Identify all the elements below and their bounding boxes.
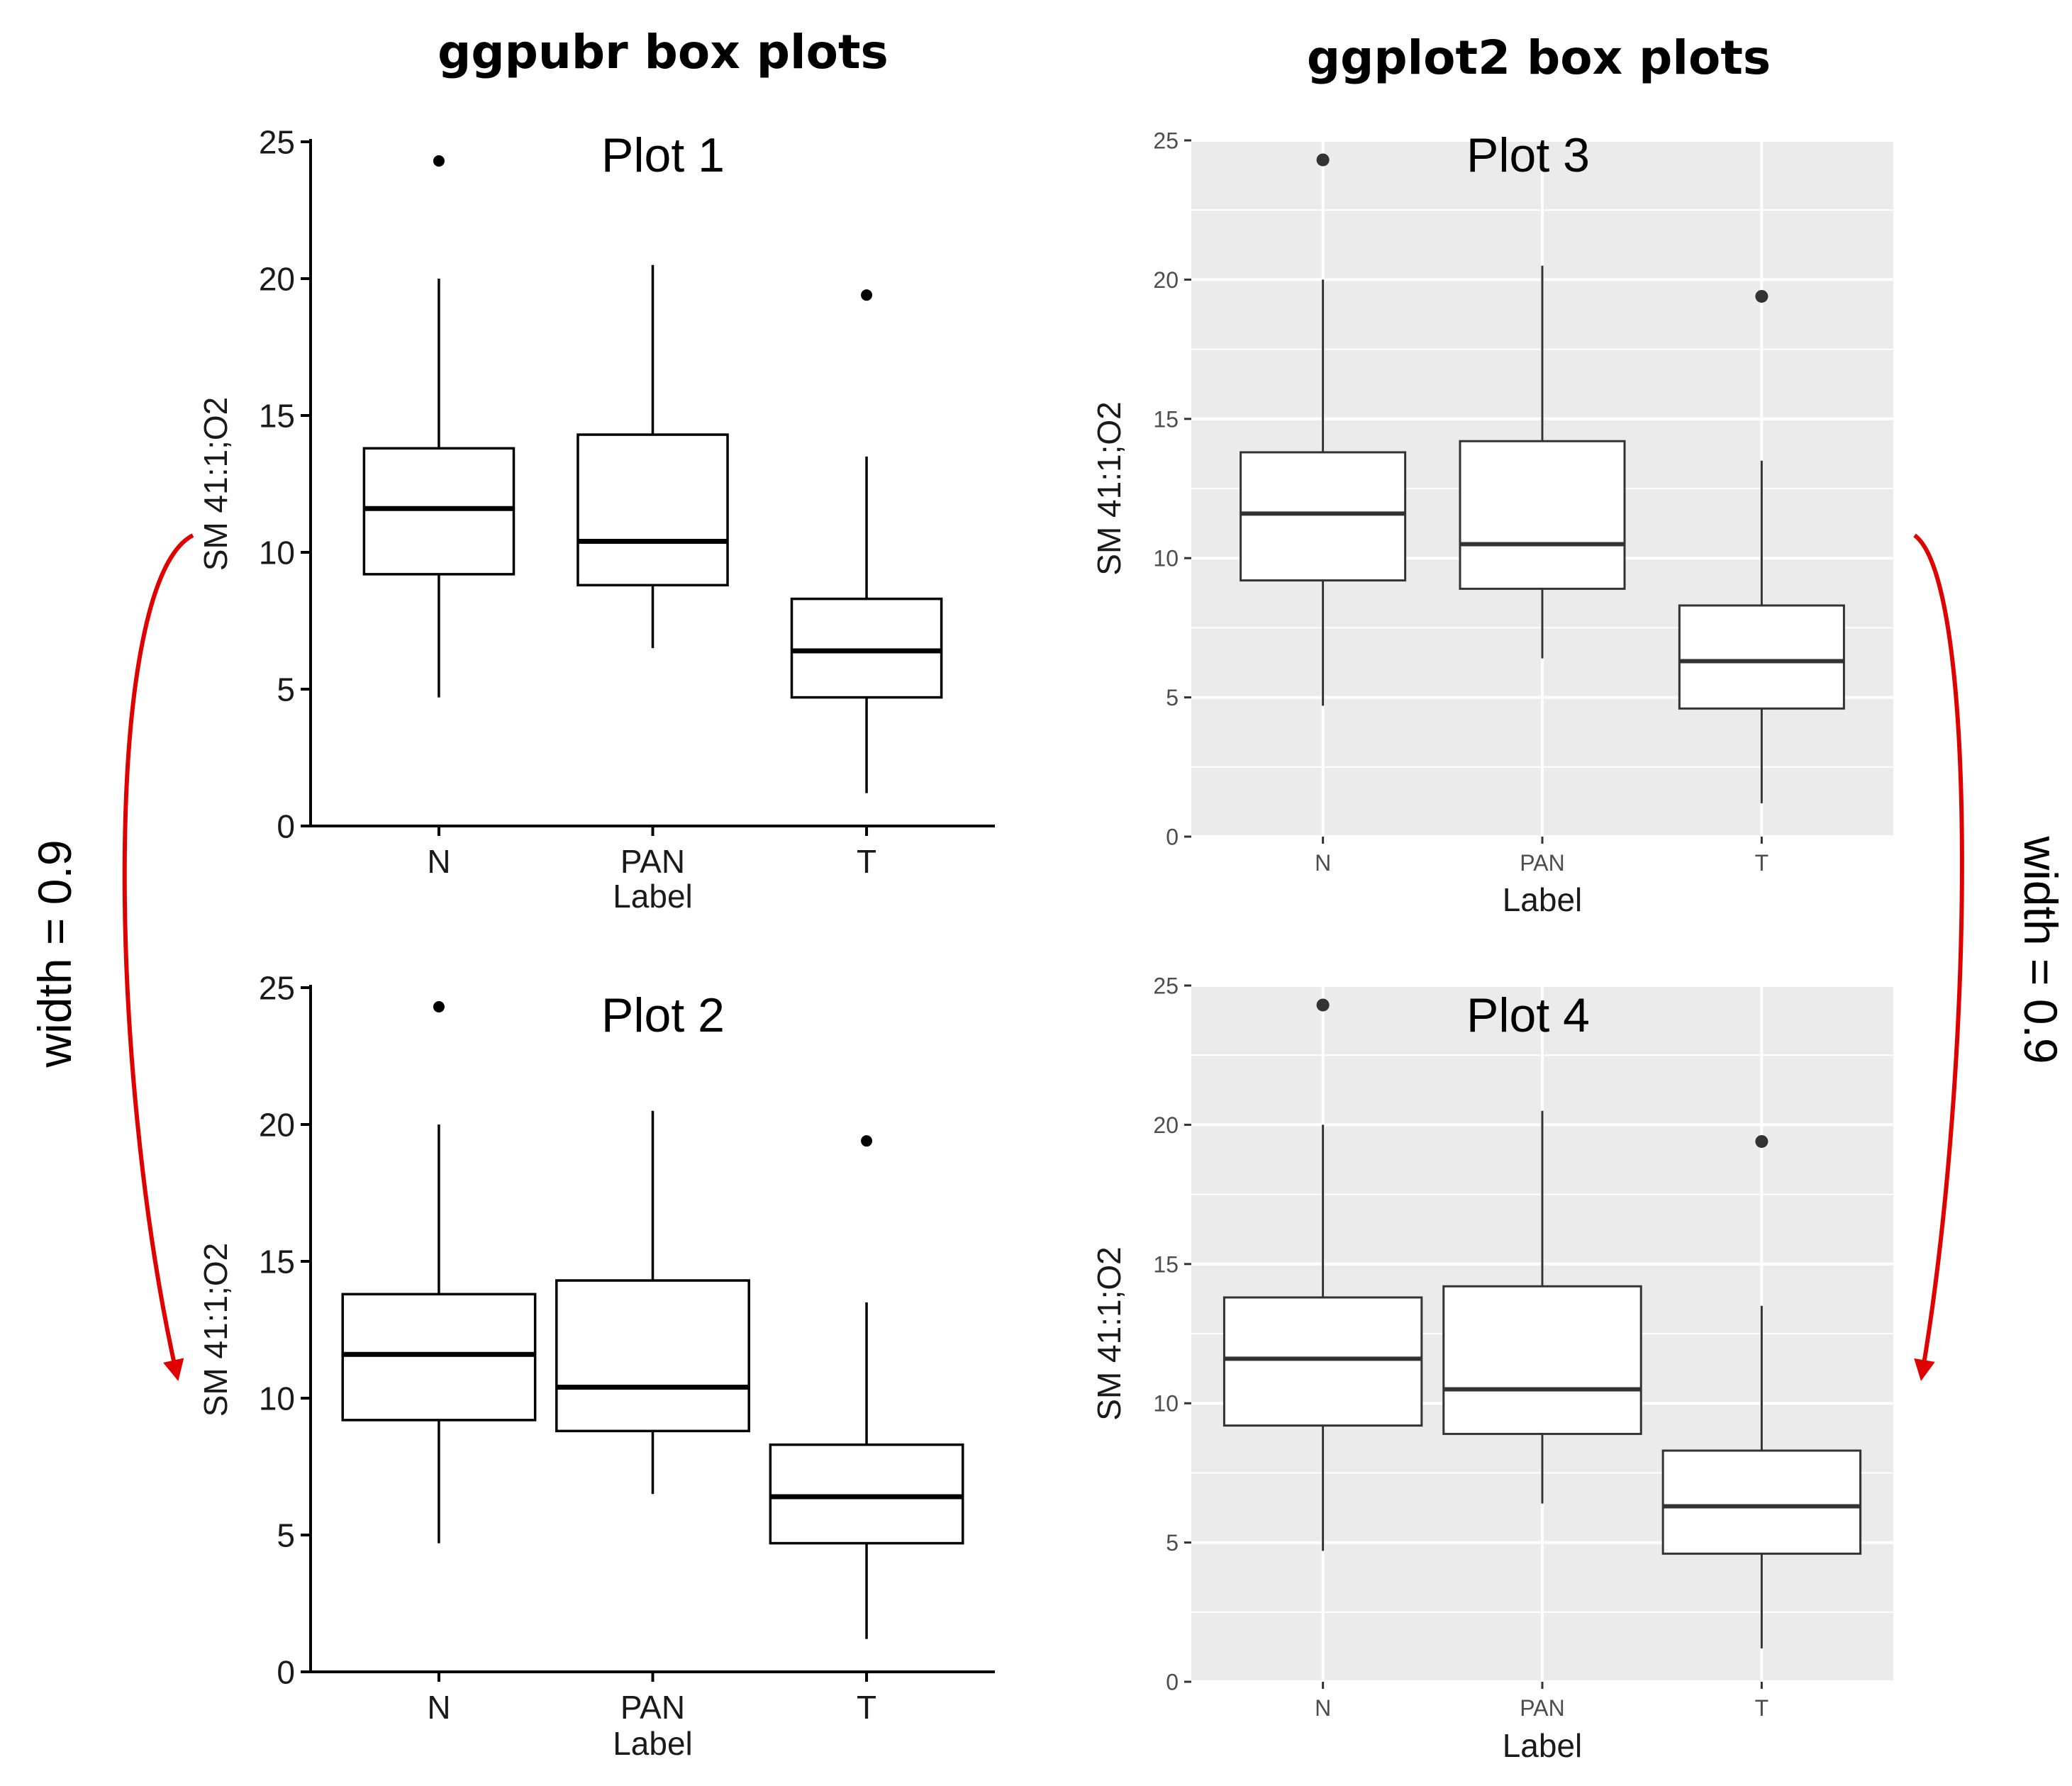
- y-tick-label: 20: [259, 261, 295, 298]
- y-tick-label: 20: [1153, 267, 1179, 293]
- y-tick-label: 0: [277, 1654, 295, 1691]
- outlier-point: [1316, 998, 1330, 1012]
- x-axis-title: Label: [1503, 881, 1583, 918]
- plot-title: Plot 3: [1466, 128, 1590, 182]
- y-tick-label: 0: [1166, 1670, 1179, 1695]
- y-tick-label: 15: [1153, 406, 1179, 432]
- y-tick-label: 0: [277, 808, 295, 845]
- width-annotation-left: width = 0.9: [28, 839, 81, 1068]
- x-tick-label: T: [1755, 1695, 1769, 1721]
- outlier-point: [1316, 153, 1330, 167]
- width-annotation-right: width = 0.9: [2015, 835, 2067, 1064]
- plot-title: Plot 1: [601, 128, 725, 182]
- y-tick-label: 25: [259, 970, 295, 1007]
- box-T: [1661, 1449, 1862, 1555]
- y-tick-label: 5: [1166, 685, 1179, 710]
- y-tick-label: 20: [259, 1107, 295, 1144]
- x-axis-title: Label: [613, 878, 693, 915]
- y-tick-label: 0: [1166, 825, 1179, 850]
- y-tick-label: 10: [259, 535, 295, 571]
- box-N: [341, 1293, 537, 1422]
- width-change-arrow-left: [122, 533, 194, 1381]
- y-tick-label: 15: [1153, 1251, 1179, 1277]
- x-tick-label: PAN: [1520, 850, 1564, 876]
- box-N: [1240, 451, 1407, 582]
- x-tick-label: T: [1755, 850, 1769, 876]
- box-PAN: [1459, 440, 1626, 590]
- outlier-point: [1755, 289, 1769, 303]
- y-tick-label: 20: [1153, 1112, 1179, 1138]
- x-axis-title: Label: [1503, 1727, 1583, 1764]
- x-axis-title: Label: [613, 1725, 693, 1762]
- plot-title: Plot 2: [601, 988, 725, 1042]
- plot-4: 0 5 10 15 20 25 N PAN T Label SM 41:1;O2 Plot 4: [1091, 973, 1893, 1764]
- box-T: [1678, 604, 1845, 710]
- plot-1: 0 5 10 15 20 25 N PAN T Label SM 41:1;O2 Plot 1: [197, 124, 995, 915]
- y-tick-label: 25: [259, 124, 295, 161]
- y-tick-label: 5: [277, 1517, 295, 1554]
- box-T: [790, 597, 943, 699]
- box-T: [769, 1443, 964, 1545]
- box-PAN: [1442, 1285, 1642, 1435]
- y-tick-label: 15: [259, 398, 295, 435]
- y-axis-title: SM 41:1;O2: [197, 397, 234, 571]
- y-tick-label: 10: [259, 1380, 295, 1417]
- y-axis-title: SM 41:1;O2: [1091, 401, 1127, 575]
- header-ggplot2: ggplot2 box plots: [1307, 30, 1771, 85]
- box-N: [362, 447, 516, 576]
- header-ggpubr: ggpubr box plots: [438, 25, 889, 79]
- box-PAN: [577, 433, 729, 587]
- x-tick-label: N: [1315, 1695, 1331, 1721]
- y-axis-title: SM 41:1;O2: [1091, 1246, 1127, 1420]
- y-tick-label: 15: [259, 1244, 295, 1280]
- x-tick-label: N: [427, 843, 450, 880]
- y-axis-title: SM 41:1;O2: [197, 1243, 234, 1417]
- x-tick-label: PAN: [620, 1689, 685, 1726]
- x-tick-label: T: [857, 1689, 876, 1726]
- y-tick-label: 5: [1166, 1530, 1179, 1556]
- x-tick-label: PAN: [1520, 1695, 1564, 1721]
- outlier-point: [861, 1135, 873, 1147]
- width-change-arrow-right: [1913, 533, 1964, 1381]
- outlier-point: [1755, 1134, 1769, 1148]
- plot-3: 0 5 10 15 20 25 N PAN T Label SM 41:1;O2 Plot 3: [1091, 128, 1893, 918]
- outlier-point: [861, 289, 873, 301]
- outlier-point: [433, 1001, 445, 1013]
- plot-2: 0 5 10 15 20 25 N PAN T Label SM 41:1;O2 Plot 2: [197, 970, 995, 1762]
- plot-title: Plot 4: [1466, 988, 1590, 1042]
- x-tick-label: PAN: [620, 843, 685, 880]
- y-tick-label: 10: [1153, 546, 1179, 571]
- x-tick-label: N: [1315, 850, 1331, 876]
- x-tick-label: N: [427, 1689, 450, 1726]
- y-tick-label: 25: [1153, 973, 1179, 999]
- y-tick-label: 25: [1153, 128, 1179, 154]
- outlier-point: [433, 155, 445, 167]
- box-PAN: [555, 1279, 750, 1433]
- y-tick-label: 5: [277, 671, 295, 708]
- y-tick-label: 10: [1153, 1391, 1179, 1417]
- x-tick-label: T: [857, 843, 876, 880]
- box-N: [1222, 1296, 1423, 1427]
